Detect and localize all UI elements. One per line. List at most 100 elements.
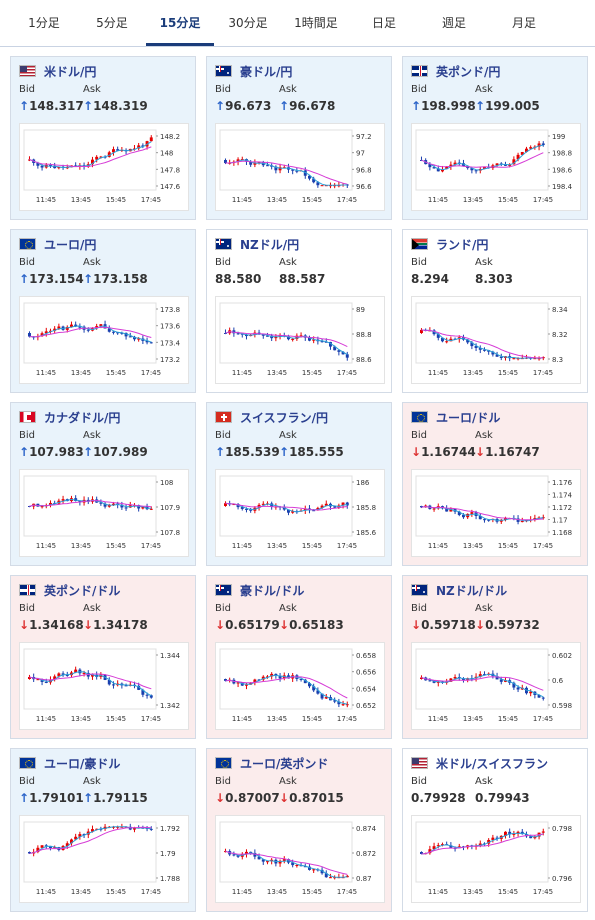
pair-title[interactable]: 英ポンド/円 — [411, 63, 500, 79]
rate-card[interactable]: カナダドル/円 Bid Ask ↑107.983 ↑107.989 108 107.9 107… — [10, 402, 196, 566]
chart-panel[interactable]: 148.2 148 147.8 147.6 11:45 13:45 15:45 17:45 — [19, 123, 189, 211]
candle-body — [99, 502, 103, 504]
y-tick-label: 88.8 — [356, 331, 372, 339]
candle-body — [495, 354, 499, 357]
pair-title[interactable]: ユーロ/英ポンド — [215, 755, 328, 771]
ask-value: ↑199.005 — [475, 99, 540, 113]
rate-card[interactable]: ランド/円 Bid Ask 8.294 8.303 8.34 8.32 8.3 11:45 13:… — [402, 229, 588, 393]
candle-body — [303, 866, 307, 868]
chart-panel[interactable]: 1.344 1.342 11:45 13:45 15:45 17:45 — [19, 642, 189, 730]
pair-title[interactable]: カナダドル/円 — [19, 409, 120, 425]
candle-body — [116, 149, 120, 151]
y-tick-label: 0.598 — [552, 702, 572, 710]
rate-card[interactable]: NZドル/円 Bid Ask 88.580 88.587 89 88.8 88.6 11:45 1… — [206, 229, 392, 393]
rate-card[interactable]: スイスフラン/円 Bid Ask ↑185.539 ↑185.555 186 185.8 18… — [206, 402, 392, 566]
tab-2[interactable]: 15分足 — [146, 0, 214, 46]
au-us-flag-icon — [215, 584, 232, 596]
ask-value-text: 148.319 — [93, 99, 148, 113]
pair-title[interactable]: ユーロ/円 — [19, 236, 96, 252]
candle-body — [274, 166, 278, 171]
rate-card[interactable]: 豪ドル/円 Bid Ask ↑96.673 ↑96.678 97.2 97 96.8 96.6 1… — [206, 56, 392, 220]
y-tick-label: 1.174 — [552, 492, 573, 500]
pair-title[interactable]: 米ドル/スイスフラン — [411, 755, 548, 771]
pair-title[interactable]: ランド/円 — [411, 236, 488, 252]
tab-0[interactable]: 1分足 — [28, 16, 60, 30]
chart-panel[interactable]: 1.792 1.79 1.788 11:45 13:45 15:45 17:45 — [19, 815, 189, 903]
candle-body — [240, 507, 244, 509]
pair-title[interactable]: 豪ドル/円 — [215, 63, 292, 79]
candle-body — [428, 849, 432, 854]
chart-panel[interactable]: 0.602 0.6 0.598 11:45 13:45 15:45 17:45 — [411, 642, 581, 730]
ask-label: Ask — [475, 430, 493, 441]
chart-panel[interactable]: 0.874 0.872 0.87 11:45 13:45 15:45 17:45 — [215, 815, 385, 903]
y-tick-label: 89 — [356, 306, 365, 314]
chart-panel[interactable]: 173.8 173.6 173.4 173.2 11:45 13:45 15:45 17:45 — [19, 296, 189, 384]
rate-card[interactable]: 英ポンド/円 Bid Ask ↑198.998 ↑199.005 199 198.8 198.… — [402, 56, 588, 220]
arrow-down-icon: ↓ — [279, 618, 290, 632]
candle-body — [245, 508, 248, 510]
pair-name: ユーロ/円 — [44, 237, 97, 252]
candle-body — [261, 503, 265, 505]
x-tick-label: 15:45 — [106, 369, 126, 377]
chart-panel[interactable]: 186 185.8 185.6 11:45 13:45 15:45 17:45 — [215, 469, 385, 557]
rate-card[interactable]: 米ドル/スイスフラン Bid Ask 0.79928 0.79943 0.798 0.796… — [402, 748, 588, 912]
chart-panel[interactable]: 97.2 97 96.8 96.6 11:45 13:45 15:45 17:45 — [215, 123, 385, 211]
moving-average-line — [421, 833, 544, 855]
arrow-up-icon: ↑ — [83, 791, 94, 805]
candle-body — [329, 341, 332, 347]
rate-card[interactable]: 米ドル/円 Bid Ask ↑148.317 ↑148.319 148.2 148 147.8… — [10, 56, 196, 220]
chart-panel[interactable]: 0.658 0.656 0.654 0.652 11:45 13:45 15:45 17:45 — [215, 642, 385, 730]
rate-card[interactable]: ユーロ/円 Bid Ask ↑173.154 ↑173.158 173.8 173.6 173… — [10, 229, 196, 393]
moving-average-line — [29, 673, 152, 690]
rate-card[interactable]: ユーロ/ドル Bid Ask ↓1.16744 ↓1.16747 1.176 1.174 1.… — [402, 402, 588, 566]
us-jp-flag-icon — [19, 65, 36, 77]
y-tick-label: 0.652 — [356, 702, 376, 710]
pair-title[interactable]: 米ドル/円 — [19, 63, 96, 79]
candle-body — [470, 342, 474, 347]
rate-card[interactable]: NZドル/ドル Bid Ask ↓0.59718 ↓0.59732 0.602 0.6 0.5… — [402, 575, 588, 739]
moving-average-line — [225, 160, 348, 185]
rate-card[interactable]: ユーロ/英ポンド Bid Ask ↓0.87007 ↓0.87015 0.874 0.872… — [206, 748, 392, 912]
tab-6[interactable]: 週足 — [441, 16, 466, 30]
candle-body — [457, 511, 461, 515]
pair-title[interactable]: 豪ドル/ドル — [215, 582, 304, 598]
candle-body — [65, 674, 69, 676]
tab-5[interactable]: 日足 — [371, 16, 396, 30]
pair-title[interactable]: スイスフラン/円 — [215, 409, 328, 425]
ask-value: ↓0.59732 — [475, 618, 540, 632]
tab-3[interactable]: 30分足 — [228, 16, 268, 30]
candle-body — [512, 358, 516, 360]
candle-body — [520, 521, 524, 523]
chart-panel[interactable]: 1.176 1.174 1.172 1.17 1.168 11:45 13:45 15:45 1… — [411, 469, 581, 557]
candle-body — [40, 845, 44, 848]
candle-body — [107, 152, 111, 157]
tab-4[interactable]: 1時間足 — [294, 16, 338, 30]
x-tick-label: 13:45 — [267, 196, 287, 204]
chart-panel[interactable]: 8.34 8.32 8.3 11:45 13:45 15:45 17:45 — [411, 296, 581, 384]
chart-panel[interactable]: 0.798 0.796 11:45 13:45 15:45 17:45 — [411, 815, 581, 903]
tab-1[interactable]: 5分足 — [96, 16, 128, 30]
chart-panel[interactable]: 108 107.9 107.8 11:45 13:45 15:45 17:45 — [19, 469, 189, 557]
rate-card[interactable]: ユーロ/豪ドル Bid Ask ↑1.79101 ↑1.79115 1.792 1.79 1.… — [10, 748, 196, 912]
candle-body — [504, 831, 507, 836]
candle-body — [312, 869, 316, 871]
x-tick-label: 17:45 — [337, 888, 357, 896]
pair-title[interactable]: 英ポンド/ドル — [19, 582, 120, 598]
pair-title[interactable]: NZドル/ドル — [411, 582, 507, 598]
tab-7[interactable]: 月足 — [511, 16, 536, 30]
y-tick-label: 1.344 — [160, 652, 181, 660]
pair-title[interactable]: ユーロ/ドル — [411, 409, 500, 425]
candle-body — [420, 506, 423, 508]
candle-body — [82, 672, 86, 674]
rate-card[interactable]: 英ポンド/ドル Bid Ask ↓1.34168 ↓1.34178 1.344 1.342 1… — [10, 575, 196, 739]
pair-title[interactable]: NZドル/円 — [215, 236, 299, 252]
candle-body — [478, 347, 482, 350]
chart-panel[interactable]: 199 198.8 198.6 198.4 11:45 13:45 15:45 17:45 — [411, 123, 581, 211]
plot-frame — [23, 129, 157, 191]
chart-panel[interactable]: 89 88.8 88.6 11:45 13:45 15:45 17:45 — [215, 296, 385, 384]
ask-label: Ask — [83, 776, 101, 787]
pair-title[interactable]: ユーロ/豪ドル — [19, 755, 120, 771]
candle-body — [36, 847, 40, 852]
rate-card[interactable]: 豪ドル/ドル Bid Ask ↓0.65179 ↓0.65183 0.658 0.656 0.… — [206, 575, 392, 739]
arrow-up-icon: ↑ — [475, 99, 486, 113]
